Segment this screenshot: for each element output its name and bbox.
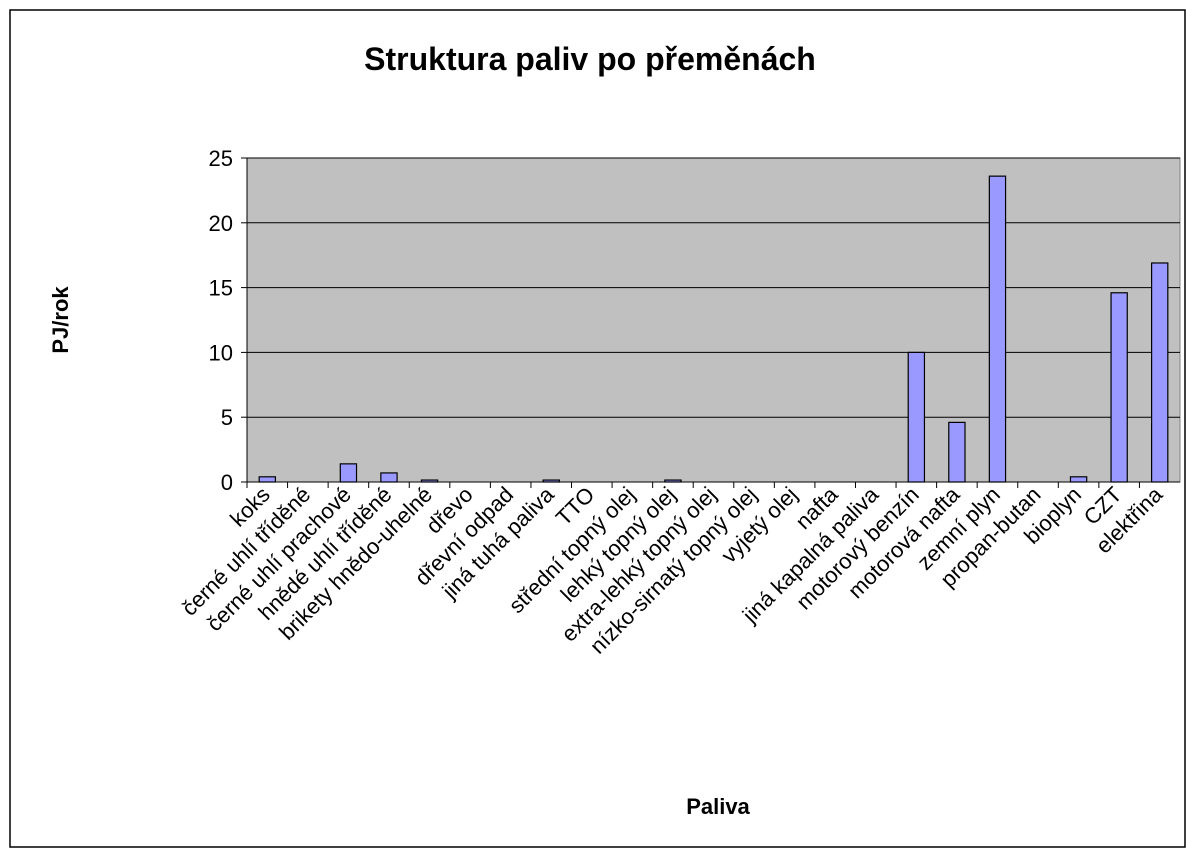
y-tick-label: 25 — [209, 146, 233, 171]
y-tick-label: 15 — [209, 276, 233, 301]
bar — [1110, 292, 1128, 483]
bar — [1069, 476, 1088, 483]
y-tick-label: 20 — [209, 211, 233, 236]
y-tick-label: 0 — [221, 470, 233, 495]
bar — [948, 421, 966, 483]
x-axis-label: Paliva — [686, 794, 750, 819]
bar — [339, 463, 358, 483]
bar — [258, 476, 276, 483]
bar — [1151, 262, 1169, 483]
y-axis-label: PJ/rok — [48, 286, 73, 354]
bar — [380, 472, 398, 483]
chart-title: Struktura paliv po přeměnách — [364, 41, 816, 77]
y-tick-label: 5 — [221, 405, 233, 430]
y-tick-label: 10 — [209, 340, 233, 365]
plot-area — [246, 157, 1181, 483]
bar — [988, 175, 1007, 483]
bar — [907, 351, 926, 483]
